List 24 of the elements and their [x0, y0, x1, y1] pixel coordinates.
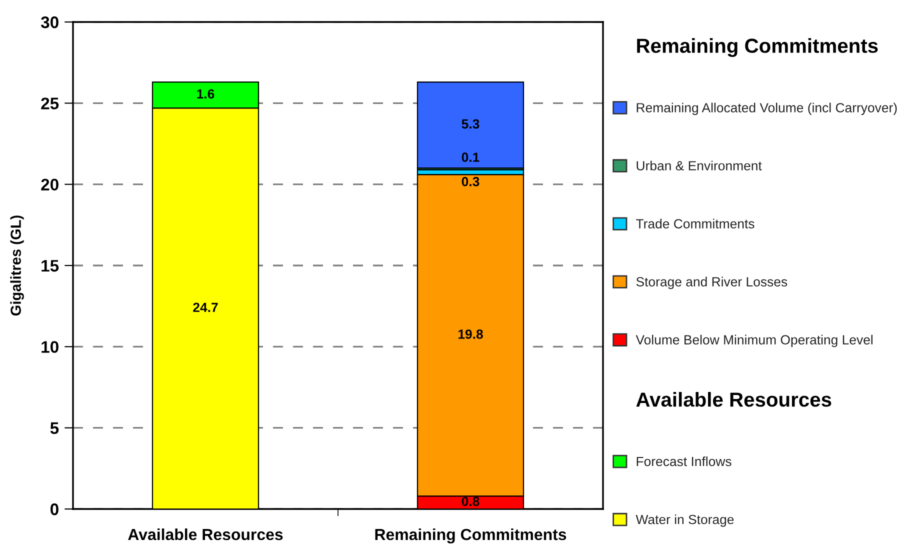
y-tick-label: 10	[42, 341, 58, 353]
legend-label: Urban & Environment	[636, 160, 762, 170]
y-tick-label: 25	[41, 98, 59, 110]
legend-label: Water in Storage	[636, 514, 734, 527]
legend-label: Remaining Allocated Volume (incl Carryover)	[636, 102, 897, 116]
legend-label: Forecast Inflows	[636, 456, 732, 466]
data-label: 24.7	[193, 302, 218, 312]
data-label: 19.8	[458, 330, 483, 339]
data-label: 0.1	[462, 152, 480, 162]
text: Remaining Commitments	[637, 38, 878, 57]
y-tick-label: 0	[50, 503, 58, 516]
data-label: 0.3	[462, 176, 480, 186]
data-label: 0.8	[462, 496, 480, 506]
legend-label: Storage and River Losses	[636, 276, 788, 290]
text: Available Resources	[636, 392, 832, 407]
y-tick-label: 30	[40, 16, 58, 28]
y-axis-title: Gigalitres (GL)	[10, 216, 24, 316]
y-tick-label: 15	[42, 260, 59, 272]
data-label: 1.6	[197, 89, 214, 99]
legend-label: Trade Commitments	[636, 218, 754, 228]
data-label: 5.3	[462, 119, 480, 129]
y-tick-label: 20	[41, 178, 58, 191]
legend-label: Volume Below Minimum Operating Level	[636, 334, 872, 348]
y-tick-label: 5	[50, 422, 59, 434]
